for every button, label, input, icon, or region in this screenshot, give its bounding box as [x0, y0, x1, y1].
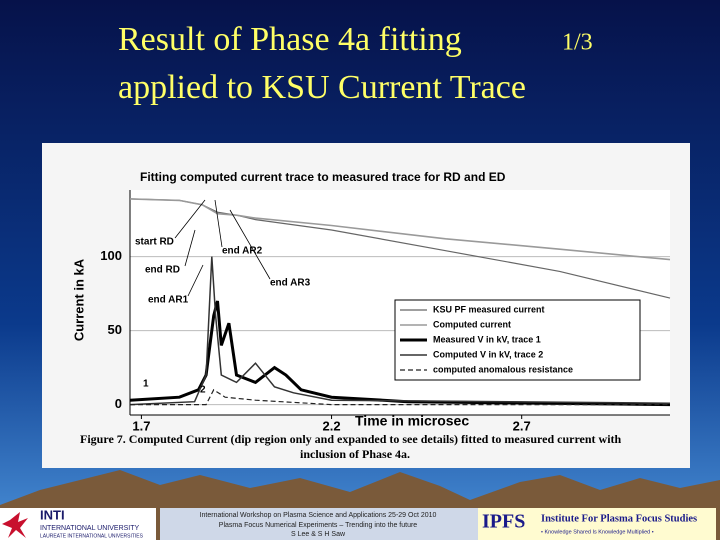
slide-title: applied to KSU Current Trace: [118, 69, 526, 106]
ipfs-line: Institute For Plasma Focus Studies: [541, 513, 697, 524]
slide-page: 1/3: [562, 30, 593, 56]
caption: Figure 7. Computed Current (dip region o…: [80, 432, 622, 446]
legend-label: computed anomalous resistance: [433, 364, 573, 374]
annotation: end AR3: [270, 278, 311, 289]
inti-line: INTERNATIONAL UNIVERSITY: [40, 525, 140, 532]
annotation-pointer: [174, 199, 206, 239]
annotation-pointer: [229, 209, 271, 280]
slide-title: Result of Phase 4a fitting: [118, 21, 462, 58]
annotation: end RD: [145, 265, 180, 276]
inti-line: LAUREATE INTERNATIONAL UNIVERSITIES: [40, 533, 144, 539]
y-tick-label: 50: [108, 322, 122, 337]
legend-box: [394, 299, 641, 381]
footer-band: [160, 508, 478, 540]
x-tick-label: 2.2: [323, 418, 341, 433]
annotation: end AR2: [222, 246, 263, 257]
ipfs-logo: [478, 508, 716, 540]
series-line: [129, 256, 671, 406]
x-tick-label: 2.7: [513, 418, 531, 433]
caption: inclusion of Phase 4a.: [300, 447, 410, 461]
ipfs-name: IPFS: [482, 511, 525, 533]
y-tick-label: 0: [115, 396, 122, 411]
footer-text: S Lee & S H Saw: [291, 531, 346, 538]
legend-label: Computed V in kV, trace 2: [433, 349, 543, 359]
ipfs-line: • Knowledge Shared Is Knowledge Multipli…: [541, 529, 654, 535]
annotation: 2: [200, 385, 206, 396]
annotation-pointer: [187, 264, 204, 297]
y-tick-label: 100: [100, 248, 122, 263]
legend-label: Computed current: [433, 319, 511, 329]
chart-title: Fitting computed current trace to measur…: [140, 170, 506, 184]
x-axis-label: Time in microsec: [355, 413, 469, 429]
legend-label: Measured V in kV, trace 1: [433, 334, 541, 344]
annotation: start RD: [135, 237, 174, 248]
series-line: [129, 198, 671, 261]
annotation: 1: [143, 379, 149, 390]
annotation: end AR1: [148, 295, 189, 306]
inti-icon: [2, 512, 28, 538]
annotation-pointer: [184, 229, 196, 267]
footer-text: International Workshop on Plasma Science…: [200, 512, 437, 519]
annotation-pointer: [214, 199, 223, 248]
legend-label: KSU PF measured current: [433, 304, 545, 314]
inti-logo: [0, 508, 156, 540]
y-axis-label: Current in kA: [71, 258, 86, 341]
footer-text: Plasma Focus Numerical Experiments – Tre…: [219, 522, 418, 529]
inti-name: INTI: [40, 507, 65, 522]
x-tick-label: 1.7: [132, 418, 150, 433]
series-line: [130, 388, 670, 406]
